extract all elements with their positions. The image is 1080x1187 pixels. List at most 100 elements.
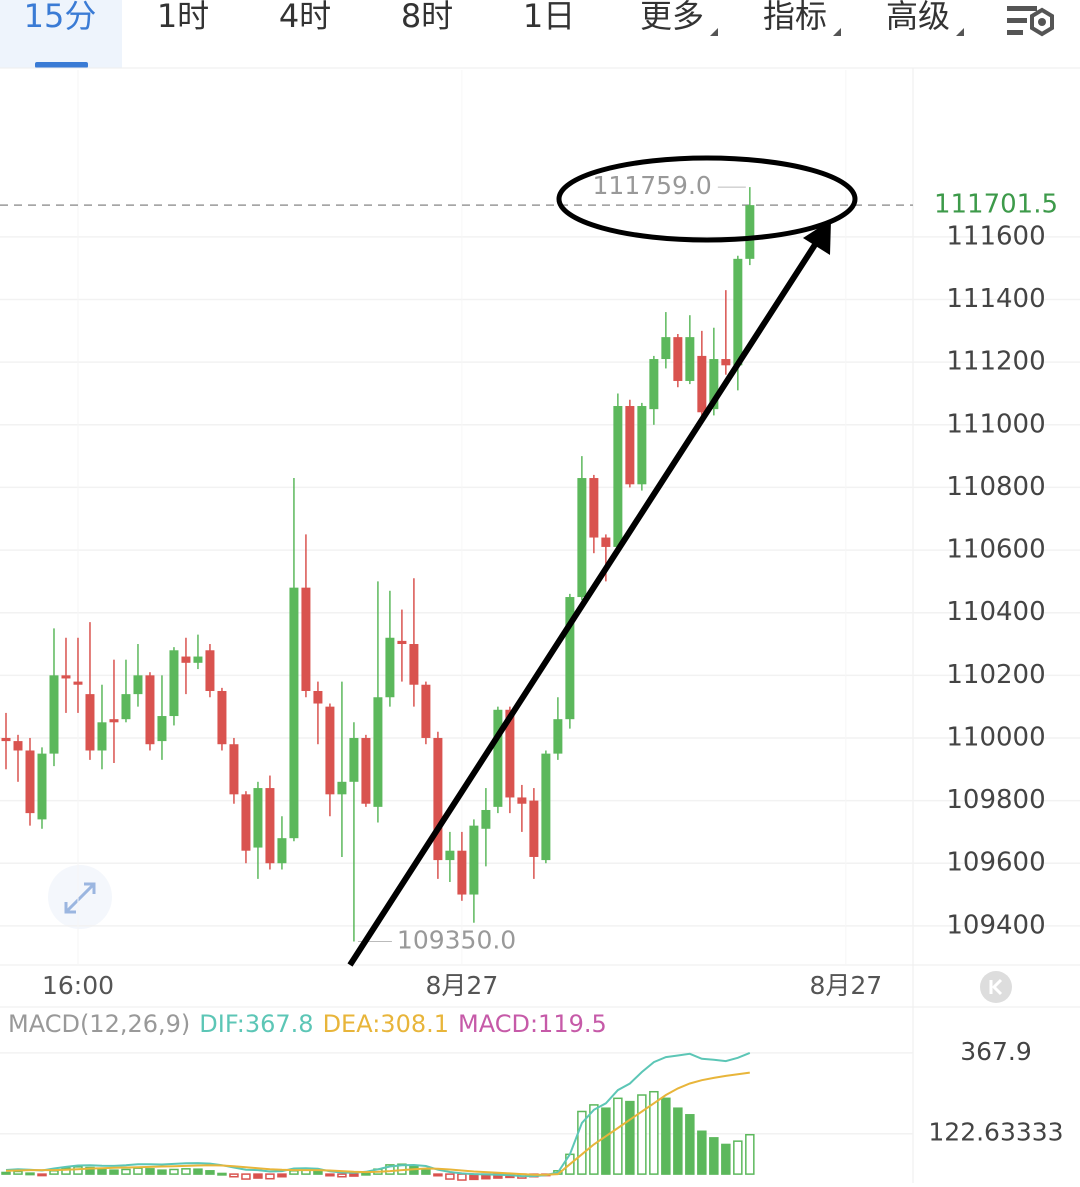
macd-tick-label: 122.63333 [928, 1118, 1063, 1147]
candle-body [589, 478, 599, 538]
candle-body [373, 697, 383, 807]
macd-bar [253, 1173, 263, 1179]
tab[interactable]: 高级 [886, 0, 950, 35]
tab[interactable]: 1日 [523, 0, 575, 35]
macd-legend: DIF:367.8 [199, 1010, 313, 1038]
macd-bar [733, 1140, 743, 1175]
candle-body [217, 690, 227, 745]
macd-bar [241, 1173, 251, 1180]
macd-bar [145, 1168, 155, 1175]
candle-body [205, 650, 215, 691]
macd-dif-line [5, 1051, 751, 1178]
candle-body [121, 694, 131, 720]
candle-body [433, 737, 443, 861]
x-tick-label: 8月27 [809, 971, 882, 1000]
y-tick-label: 110400 [946, 597, 1045, 627]
macd-bar [61, 1167, 71, 1175]
y-tick-label: 109600 [946, 848, 1045, 878]
macd-bar [325, 1173, 335, 1177]
tab-indicator [35, 62, 88, 68]
candle-body [493, 709, 503, 807]
candle-body [361, 737, 371, 804]
candle-body [349, 737, 359, 782]
candle-body [469, 825, 479, 895]
candle-body [97, 722, 107, 751]
macd-bar [193, 1168, 203, 1175]
candle-body [745, 205, 755, 259]
tab[interactable]: 8时 [401, 0, 453, 35]
macd-bar [97, 1168, 107, 1175]
macd-bar [1, 1171, 11, 1175]
settings-icon[interactable] [1007, 6, 1054, 37]
candle-body [385, 637, 395, 698]
candle-body [157, 716, 167, 742]
x-tick-label: 16:00 [42, 971, 114, 1000]
macd-bar [601, 1107, 611, 1175]
high-label: 111759.0 [593, 171, 712, 200]
candle-body [661, 337, 671, 360]
candle-body [445, 850, 455, 861]
macd-bar [277, 1173, 287, 1178]
macd-bar [157, 1169, 167, 1175]
y-tick-label: 110800 [946, 472, 1045, 502]
candle-body [637, 406, 647, 485]
tab[interactable]: 更多 [640, 0, 704, 35]
candle-body [325, 706, 335, 795]
macd-bar [385, 1164, 395, 1175]
icon-bar [1007, 6, 1037, 11]
candle-body [481, 809, 491, 829]
macd-bar [745, 1133, 755, 1175]
candle-body [337, 781, 347, 795]
macd-bar [685, 1114, 695, 1175]
candle-body [625, 406, 635, 485]
candle-body [49, 675, 59, 754]
candle-body [145, 675, 155, 745]
macd-legend: DEA:308.1 [323, 1010, 449, 1038]
macd-bar [445, 1173, 455, 1180]
macd-dea-line [5, 1071, 750, 1176]
candle-body [613, 406, 623, 547]
y-tick-label: 111000 [946, 409, 1045, 439]
scroll-button[interactable] [980, 971, 1012, 1003]
macd-bar [721, 1143, 731, 1175]
tab[interactable]: 1时 [157, 0, 209, 35]
scroll-glyph [989, 978, 1003, 996]
macd-bar [673, 1107, 683, 1175]
annotation [347, 155, 858, 967]
last-price-label: 111701.5 [934, 190, 1058, 220]
macd-bar [709, 1137, 719, 1175]
candle-body [649, 359, 659, 410]
y-tick-label: 111600 [946, 221, 1045, 251]
candle-body [313, 690, 323, 704]
macd-bar [229, 1173, 239, 1178]
tab-dropdown-mark [956, 28, 964, 36]
macd-bar [457, 1173, 467, 1181]
candle-body [37, 753, 47, 820]
macd-bar [49, 1170, 59, 1175]
tab[interactable]: 指标 [763, 0, 827, 35]
macd-bar [265, 1173, 275, 1180]
y-tick-label: 110200 [946, 660, 1045, 690]
x-tick-label: 8月27 [426, 971, 499, 1000]
macd-bar [121, 1168, 131, 1175]
candle-body [721, 359, 731, 366]
macd-legend: MACD(12,26,9) [8, 1010, 190, 1038]
candle-body [229, 744, 239, 795]
candle-body [517, 797, 527, 804]
macd-bar [349, 1173, 359, 1177]
candle-body [277, 838, 287, 864]
candle-body [565, 597, 575, 720]
y-tick-label: 111400 [946, 284, 1045, 314]
macd-bar [109, 1169, 119, 1175]
tab[interactable]: 15分 [24, 0, 97, 35]
candle-body [265, 788, 275, 864]
tab-dropdown-mark [833, 28, 841, 36]
expand-button[interactable] [48, 865, 112, 929]
tab[interactable]: 4时 [279, 0, 331, 35]
candle-body [601, 537, 611, 547]
expand-glyph [64, 882, 96, 914]
icon-hex [1030, 7, 1054, 37]
macd-bar [25, 1172, 35, 1176]
low-label: 109350.0 [397, 926, 516, 955]
